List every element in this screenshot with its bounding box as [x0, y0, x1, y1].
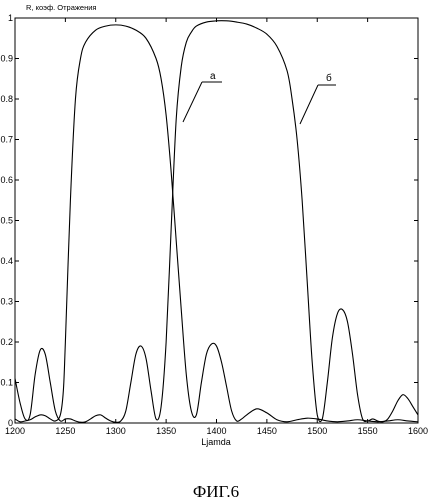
x-tick-label: 1250 [55, 426, 75, 436]
y-tick-label: 0.4 [0, 256, 13, 266]
x-tick-label: 1400 [206, 426, 226, 436]
x-tick-label: 1550 [358, 426, 378, 436]
y-tick-label: 0.5 [0, 216, 13, 226]
y-tick-label: 0.8 [0, 94, 13, 104]
y-tick-label: 0.2 [0, 337, 13, 347]
x-tick-label: 1600 [408, 426, 428, 436]
x-axis-label: Ljamda [201, 437, 231, 447]
series-label-b: б [326, 72, 332, 84]
x-tick-label: 1350 [156, 426, 176, 436]
y-tick-label: 0.1 [0, 378, 13, 388]
figure-caption: ФИГ.6 [193, 482, 239, 500]
x-tick-label: 1300 [106, 426, 126, 436]
y-tick-label: 0.6 [0, 175, 13, 185]
x-tick-label: 1500 [307, 426, 327, 436]
axes-frame [15, 18, 418, 423]
y-tick-label: 0 [8, 418, 13, 428]
y-tick-label: 0.9 [0, 54, 13, 64]
y-tick-label: 0.3 [0, 297, 13, 307]
y-tick-label: 0.7 [0, 135, 13, 145]
y-axis-label: R, коэф. Отражения [26, 3, 96, 12]
x-tick-label: 1450 [257, 426, 277, 436]
y-tick-label: 1 [8, 13, 13, 23]
series-label-a: а [210, 71, 216, 82]
